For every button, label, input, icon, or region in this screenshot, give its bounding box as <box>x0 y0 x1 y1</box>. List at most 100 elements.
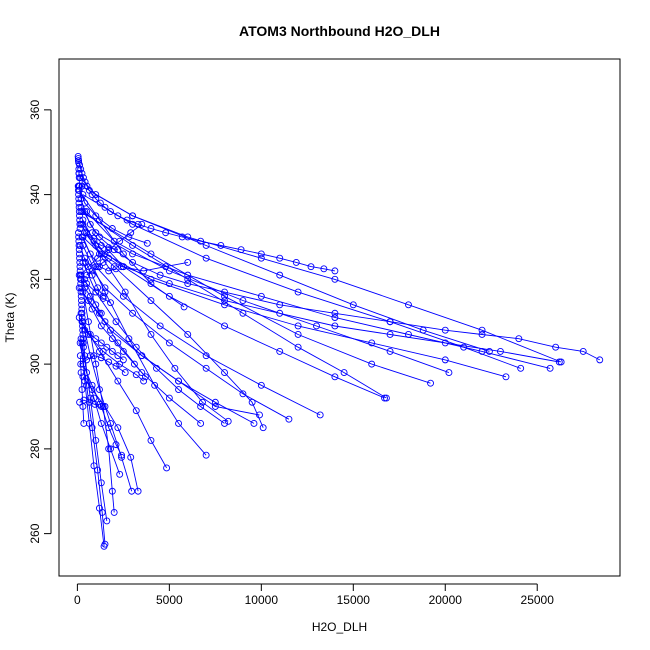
data-point <box>90 462 98 470</box>
data-point <box>88 229 96 237</box>
data-point <box>405 331 412 338</box>
data-point <box>162 263 170 271</box>
y-axis: 260 280 300 320 340 360 <box>28 100 52 544</box>
data-point <box>107 445 114 453</box>
data-point <box>256 411 263 419</box>
data-point <box>105 358 113 366</box>
data-point <box>119 263 127 271</box>
series-line <box>84 257 290 420</box>
data-point <box>331 322 339 330</box>
data-point <box>107 208 114 216</box>
data-point <box>99 292 107 300</box>
data-point <box>156 271 164 279</box>
data-point <box>552 343 560 351</box>
series-line <box>82 321 133 492</box>
data-point <box>94 284 102 292</box>
series-line <box>80 223 143 276</box>
data-point <box>74 182 82 190</box>
data-point <box>94 263 102 271</box>
data-point <box>555 358 563 366</box>
data-point <box>147 280 155 288</box>
data-point <box>76 258 84 266</box>
data-point <box>419 326 427 334</box>
data-point <box>90 352 98 360</box>
data-point <box>75 195 83 203</box>
data-point <box>147 331 155 338</box>
data-point <box>171 364 179 372</box>
data-point <box>331 267 339 275</box>
data-point <box>129 212 137 220</box>
data-point <box>86 220 94 228</box>
data-point <box>84 331 92 338</box>
data-point <box>99 294 107 302</box>
data-point <box>91 400 99 408</box>
data-point <box>97 354 105 362</box>
data-point <box>83 229 91 237</box>
data-point <box>197 403 205 410</box>
data-point <box>81 275 89 283</box>
data-point <box>331 309 339 317</box>
data-point <box>79 335 87 343</box>
data-point <box>132 371 140 379</box>
data-point <box>92 212 100 220</box>
x-axis-label: H2O_DLH <box>312 620 367 634</box>
data-point <box>79 208 87 216</box>
data-point <box>114 212 122 220</box>
y-tick-label: 260 <box>28 523 42 543</box>
data-point <box>114 377 122 385</box>
data-point <box>92 229 100 237</box>
data-point <box>132 343 140 351</box>
data-point <box>105 267 113 275</box>
data-point <box>77 288 85 296</box>
data-point <box>79 288 87 296</box>
data-point <box>478 326 486 334</box>
data-point <box>259 424 267 432</box>
data-point <box>76 352 84 360</box>
data-point <box>156 322 164 330</box>
data-point <box>75 246 83 254</box>
data-point <box>546 364 554 372</box>
data-point <box>77 165 85 173</box>
data-point <box>478 331 486 338</box>
x-tick-label: 5000 <box>156 593 183 607</box>
data-point <box>74 155 82 163</box>
data-point <box>97 339 105 347</box>
data-point <box>129 242 137 249</box>
data-point <box>79 331 87 338</box>
data-point <box>199 398 206 406</box>
data-point <box>119 292 127 300</box>
data-point <box>129 309 137 317</box>
data-point <box>517 364 525 372</box>
data-point <box>381 394 389 402</box>
series-line <box>78 190 185 308</box>
data-point <box>427 379 434 387</box>
data-point <box>119 347 127 355</box>
data-point <box>85 419 93 427</box>
data-point <box>79 339 87 347</box>
data-point <box>239 297 247 304</box>
data-point <box>92 335 100 343</box>
data-point <box>123 216 131 224</box>
data-point <box>90 237 98 245</box>
series-line <box>82 262 225 424</box>
series-line <box>80 224 229 422</box>
data-point <box>202 242 210 249</box>
data-point <box>88 271 96 279</box>
data-point <box>175 386 183 393</box>
data-point <box>197 419 205 427</box>
data-point <box>97 309 105 317</box>
data-point <box>151 381 159 389</box>
data-point <box>110 508 118 516</box>
y-tick-label: 340 <box>28 184 42 204</box>
data-point <box>502 373 510 381</box>
data-point <box>101 318 109 326</box>
data-point <box>75 169 83 177</box>
data-point <box>77 292 85 300</box>
data-point <box>307 263 315 271</box>
data-point <box>202 352 210 360</box>
data-point <box>128 487 136 495</box>
data-point <box>116 360 124 368</box>
data-point <box>105 246 113 254</box>
